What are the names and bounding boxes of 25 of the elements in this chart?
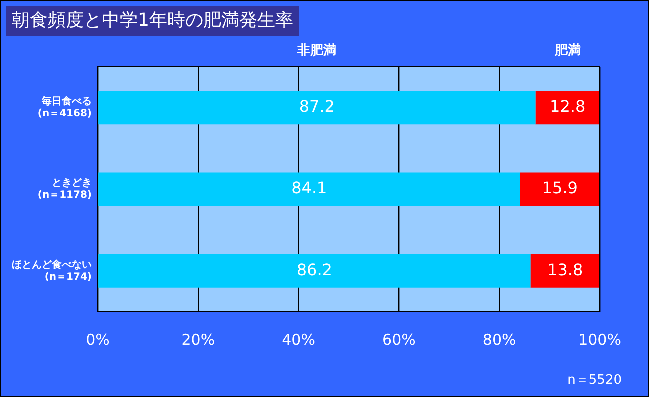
data-label: 15.9 [542,178,578,198]
y-tick-label: ときどき (n＝1178) [38,178,92,202]
x-tick-label: 100% [578,330,622,349]
x-tick-label: 0% [86,330,110,349]
bar [536,91,600,125]
x-tick-label: 60% [382,330,416,349]
bar [530,254,600,288]
text: 非肥満 [296,43,337,58]
bar [98,172,520,206]
data-label: 87.2 [299,96,335,116]
y-tick-label: ほとんど食べない (n＝174) [12,258,92,283]
bar [98,254,531,288]
data-label: 84.1 [292,178,328,198]
text: n＝5520 [568,372,622,389]
chart-title: 朝食頻度と中学1年時の肥満発生率 [6,6,300,36]
data-label: 86.2 [296,260,332,280]
x-tick-label: 40% [282,330,316,349]
y-tick-label: 毎日食べる (n＝4168) [38,95,92,120]
bar [520,172,600,206]
x-tick-label: 20% [182,330,216,349]
text: 肥満 [554,43,581,58]
x-tick-label: 80% [482,330,516,349]
data-label: 13.8 [548,260,584,280]
bar [98,91,536,125]
data-label: 12.8 [550,96,586,116]
